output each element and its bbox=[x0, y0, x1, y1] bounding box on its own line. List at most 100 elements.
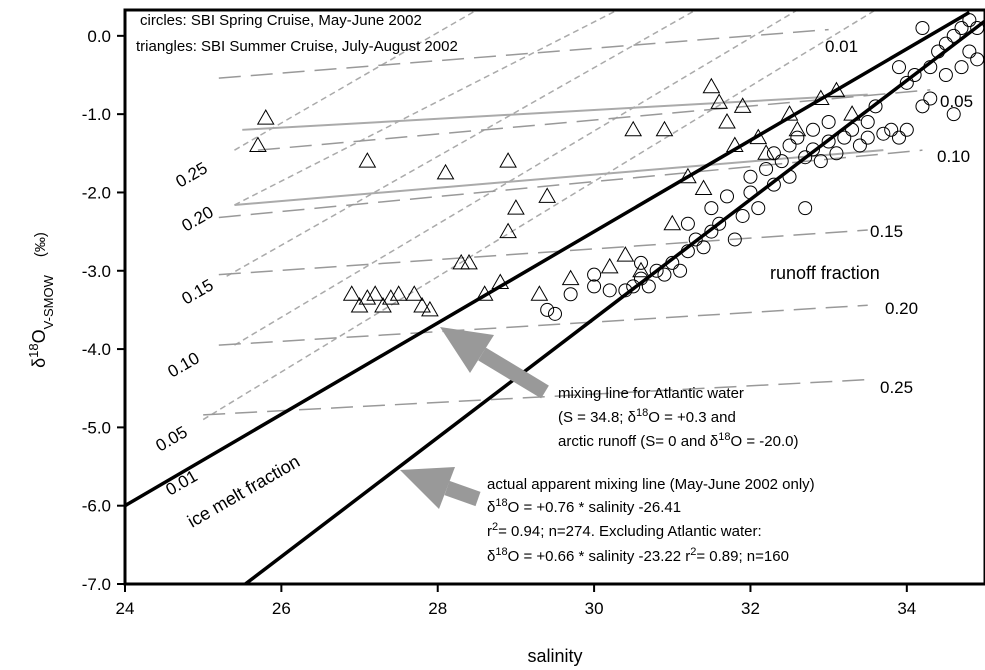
triangle-point bbox=[389, 285, 408, 301]
ice-melt-fraction-label: 0.05 bbox=[153, 422, 191, 455]
circle-point bbox=[641, 279, 656, 294]
runoff-title: runoff fraction bbox=[770, 263, 880, 283]
circle-point bbox=[923, 91, 938, 106]
circle-point bbox=[634, 255, 648, 270]
circle-point bbox=[743, 185, 758, 200]
circle-point bbox=[946, 107, 961, 122]
annotation-part: 18 bbox=[718, 431, 730, 443]
triangle-point bbox=[663, 214, 682, 231]
triangle-point bbox=[679, 167, 697, 184]
triangle-point bbox=[710, 93, 729, 109]
y-axis-label: δ18OV-SMOW (‰) bbox=[26, 232, 56, 368]
circle-point bbox=[970, 52, 985, 67]
x-tick-label: 32 bbox=[741, 599, 760, 618]
triangle-point bbox=[342, 285, 361, 301]
circle-point bbox=[618, 283, 633, 298]
ice-melt-fraction-label: 0.10 bbox=[165, 348, 203, 381]
y-tick-label: -4.0 bbox=[82, 340, 111, 359]
circle-point bbox=[923, 60, 938, 75]
runoff-fraction-label: 0.05 bbox=[940, 92, 973, 111]
circle-point bbox=[712, 216, 727, 231]
y-axis-label-part: V-SMOW bbox=[41, 274, 56, 329]
y-axis-unit: (‰) bbox=[32, 232, 49, 257]
circle-point bbox=[540, 302, 555, 317]
triangle-point bbox=[499, 222, 517, 239]
triangle-point bbox=[350, 296, 369, 313]
triangle-point bbox=[655, 120, 674, 137]
circle-point bbox=[954, 21, 969, 36]
circle-point bbox=[852, 138, 867, 153]
circle-point bbox=[665, 255, 680, 270]
y-tick-label: -7.0 bbox=[82, 575, 111, 594]
triangle-point bbox=[600, 257, 619, 274]
runoff-fraction-label: 0.01 bbox=[825, 37, 858, 56]
annotation-part: arctic runoff (S= 0 and δ bbox=[558, 433, 718, 450]
annotation-part: actual apparent mixing line (May-June 20… bbox=[487, 476, 815, 493]
y-tick-label: 0.0 bbox=[87, 27, 111, 46]
triangle-point bbox=[694, 179, 713, 196]
arrow-shaft bbox=[444, 480, 481, 507]
mixing-line bbox=[125, 10, 971, 508]
triangle-point bbox=[733, 97, 752, 113]
markers bbox=[249, 13, 985, 321]
plot-frame bbox=[123, 8, 985, 586]
triangle-point bbox=[374, 296, 392, 313]
circle-point bbox=[829, 146, 844, 161]
circle-point bbox=[704, 201, 719, 216]
circle-point bbox=[946, 28, 961, 43]
circle-point bbox=[821, 114, 836, 129]
legend-entry: circles: SBI Spring Cruise, May-June 200… bbox=[140, 12, 422, 29]
y-tick-label: -2.0 bbox=[82, 183, 111, 202]
triangle-point bbox=[788, 120, 807, 137]
annotation-part: O = +0.3 and bbox=[648, 409, 736, 426]
annotation-part: 2 bbox=[690, 546, 696, 558]
triangle-point bbox=[499, 152, 517, 168]
gray-line bbox=[234, 149, 884, 206]
triangle-point bbox=[436, 163, 455, 180]
circle-point bbox=[899, 122, 914, 137]
triangle-point bbox=[491, 273, 510, 290]
circle-point bbox=[868, 99, 883, 114]
circle-point bbox=[680, 244, 695, 259]
arrow-head bbox=[400, 467, 455, 509]
annotation-part: δ bbox=[487, 499, 495, 516]
x-tick-label: 34 bbox=[897, 599, 916, 618]
triangle-point bbox=[616, 246, 635, 262]
circle-point bbox=[962, 13, 977, 28]
triangle-point bbox=[757, 144, 775, 160]
arrow-head bbox=[440, 327, 494, 373]
arrows bbox=[400, 327, 549, 509]
runoff-fraction-label: 0.25 bbox=[880, 378, 913, 397]
annotation-part: = 0.89; n=160 bbox=[696, 548, 789, 565]
circle-point bbox=[563, 287, 578, 302]
triangle-point bbox=[632, 261, 650, 278]
triangle-point bbox=[811, 89, 830, 105]
circle-point bbox=[759, 161, 774, 176]
runoff-line bbox=[218, 28, 829, 79]
runoff-line bbox=[203, 378, 868, 416]
circle-point bbox=[766, 146, 781, 161]
runoff-line bbox=[218, 304, 868, 346]
annotation-part: mixing line for Atlantic water bbox=[558, 385, 744, 402]
circle-point bbox=[680, 216, 695, 231]
circle-point bbox=[931, 44, 946, 59]
circle-point bbox=[798, 201, 813, 216]
gray-line bbox=[242, 93, 868, 131]
triangle-point bbox=[256, 109, 275, 125]
annotation: actual apparent mixing line (May-June 20… bbox=[487, 476, 815, 493]
arrow-shaft bbox=[478, 347, 549, 399]
ice-melt-fraction-label: 0.20 bbox=[179, 202, 217, 235]
triangle-point bbox=[718, 112, 736, 129]
legend-entry: triangles: SBI Summer Cruise, July-Augus… bbox=[136, 38, 458, 55]
circle-point bbox=[821, 134, 836, 149]
circle-point bbox=[649, 263, 664, 278]
triangle-point bbox=[780, 105, 799, 121]
circle-point bbox=[837, 130, 852, 145]
triangle-point bbox=[843, 105, 861, 121]
annotation-part: 18 bbox=[495, 546, 507, 558]
y-tick-label: -1.0 bbox=[82, 105, 111, 124]
x-tick-label: 28 bbox=[428, 599, 447, 618]
circle-point bbox=[743, 169, 758, 184]
annotation: arctic runoff (S= 0 and δ18O = -20.0) bbox=[558, 431, 798, 450]
